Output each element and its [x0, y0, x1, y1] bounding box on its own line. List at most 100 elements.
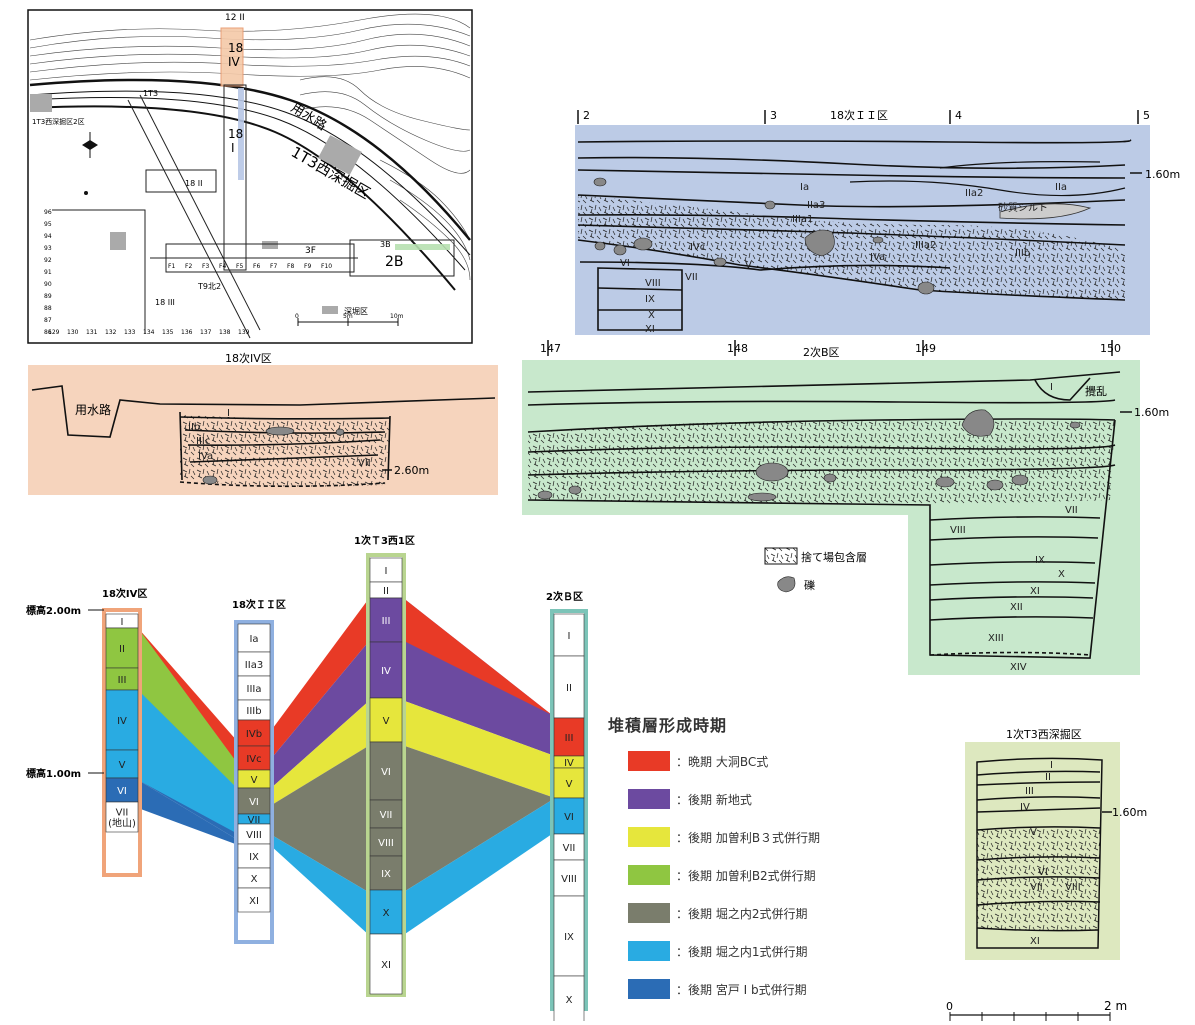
section-18i: 18次ＩＩ区 2 3 4 5: [575, 108, 1180, 335]
s2b-layer: X: [1058, 569, 1065, 580]
column-layer: [105, 777, 139, 803]
column-layer-label: VI: [117, 786, 127, 797]
column-layer-label: VII: [563, 843, 576, 854]
elev-1m-label: 標高1.00m: [26, 767, 81, 780]
column-layer-label: IX: [564, 932, 574, 943]
column-layer: [105, 749, 139, 779]
column-layer: [369, 933, 403, 995]
s2b-disturbed: 攪乱: [1085, 384, 1107, 398]
s18iv-layer: IIIc: [196, 436, 210, 447]
column-layer-label: IX: [381, 869, 391, 880]
column-layer-label: VI: [564, 812, 574, 823]
legend-item: ：後期 加曽利B３式併行期: [628, 826, 820, 848]
column-layer-label: IV: [117, 716, 127, 727]
deep-legend-label: 深堀区: [344, 307, 368, 316]
legend-label: ：後期 新地式: [676, 792, 752, 807]
s-t3-layer: VII: [1030, 882, 1043, 893]
section-2b: 2次B区 147 148 149 150: [522, 340, 1169, 675]
midden-legend-label: 捨て場包含層: [801, 550, 867, 564]
column-layer: [369, 741, 403, 801]
column-layer-label: IV: [564, 758, 574, 769]
s18i-tick: 3: [770, 109, 777, 122]
s2b-layer: VIII: [950, 525, 966, 536]
legend-swatch: [628, 941, 670, 961]
column-layer-label: IX: [249, 852, 259, 863]
column-layer: [105, 801, 139, 833]
column-layer-label: III: [118, 675, 127, 686]
s18i-layer: IIa2: [965, 188, 983, 199]
plan-y-tick: 95: [44, 221, 52, 228]
column-layer: [553, 613, 585, 657]
plan-f-tick: F5: [236, 263, 243, 270]
section-2b-title: 2次B区: [803, 345, 840, 359]
column-layer: [369, 641, 403, 699]
legend-label: ：後期 堀之内1式併行期: [676, 944, 808, 959]
legend-label: ：晩期 大洞BC式: [676, 754, 769, 769]
area-t9-label: T9北2: [197, 282, 221, 291]
s2b-elev: 1.60m: [1134, 406, 1169, 419]
zone-18i-a: 18: [228, 127, 243, 141]
legend-item: ：後期 新地式: [628, 788, 752, 810]
column-layer-label: XI: [381, 960, 391, 971]
column-18iv-title: 18次IV区: [102, 587, 147, 600]
column-layer-label: IVb: [246, 729, 262, 740]
legend-item: ：後期 堀之内1式併行期: [628, 940, 807, 962]
s2b-tick: 147: [540, 342, 561, 355]
s2b-tick: 148: [727, 342, 748, 355]
s-t3-layer: VI: [1038, 867, 1048, 878]
s18i-layer: Ia: [800, 182, 809, 193]
legend-swatch: [628, 827, 670, 847]
s18i-layer: IIIa1: [792, 214, 813, 225]
map-scale-0: 0: [295, 313, 299, 320]
area-3f-label: 3F: [305, 246, 316, 256]
s18i-layer: 砂質シルト: [998, 201, 1048, 214]
s2b-layer: XI: [1030, 586, 1040, 597]
column-layer-label: I: [568, 631, 571, 642]
column-layer-label: VIII: [378, 838, 394, 849]
gravel-legend-label: 礫: [804, 578, 815, 592]
column-layer: [237, 843, 271, 869]
section-18iv-title: 18次IV区: [225, 351, 272, 365]
zone-18i-b: I: [231, 141, 235, 155]
s2b-layer: IX: [1035, 555, 1045, 566]
s-t3-layer: II: [1045, 772, 1051, 783]
s18i-layer: IVc: [690, 242, 705, 253]
column-layer: [553, 833, 585, 861]
plan-y-tick: 86: [44, 329, 52, 336]
scale-end: 2 m: [1104, 999, 1127, 1013]
column-layer-label: IVc: [246, 754, 261, 765]
legend-label: ：後期 加曽利B３式併行期: [676, 830, 821, 845]
column-layer-label: III: [382, 616, 391, 627]
column-layer: [369, 557, 403, 583]
legend-item: ：後期 加曽利B2式併行期: [628, 864, 816, 886]
legend-item: ：後期 宮戸 I b式併行期: [628, 978, 807, 1000]
gravel-icon: [777, 576, 796, 593]
legend-label: ：後期 堀之内2式併行期: [676, 906, 808, 921]
elev-2m-label: 標高2.00m: [26, 604, 81, 617]
column-layer-label: X: [383, 908, 390, 919]
plan-x-tick: 130: [67, 329, 79, 336]
scale-bar: 0 2 m: [946, 999, 1127, 1021]
s-t3-layer: III: [1025, 786, 1034, 797]
s2b-layer: XII: [1010, 602, 1023, 613]
s18i-tick: 5: [1143, 109, 1150, 122]
legend-swatch: [628, 903, 670, 923]
s2b-layer: I: [1050, 382, 1053, 393]
column-layer-label: V: [119, 760, 126, 771]
plan-f-tick: F8: [287, 263, 294, 270]
legend-item: ：晩期 大洞BC式: [628, 750, 768, 772]
plan-y-tick: 93: [44, 245, 52, 252]
legend-swatch: [628, 865, 670, 885]
s-t3-layer: IV: [1020, 802, 1030, 813]
column-layer-label: I: [385, 566, 388, 577]
grid-top-label: 12 II: [225, 13, 245, 23]
plan-x-tick: 139: [238, 329, 250, 336]
s18i-layer: IIa: [1055, 182, 1067, 193]
column-layer-label: X: [251, 874, 258, 885]
legend-swatch: [628, 789, 670, 809]
column-layer-label: V: [383, 716, 390, 727]
column-layer-label: (地山): [108, 817, 136, 830]
column-layer: [237, 719, 271, 747]
s18i-layer: X: [648, 310, 655, 321]
